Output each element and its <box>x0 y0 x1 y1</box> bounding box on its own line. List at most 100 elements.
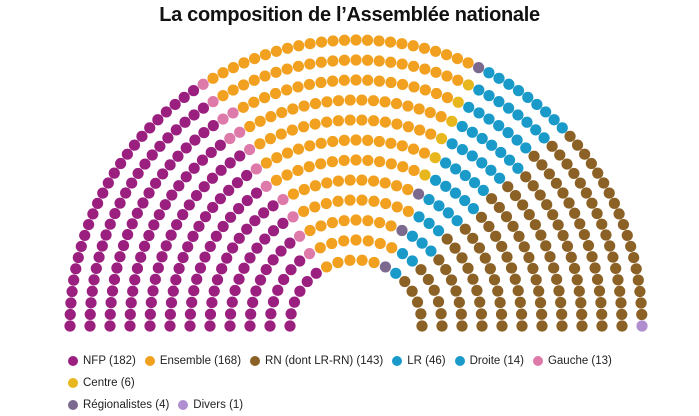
seat-nfp <box>223 184 235 197</box>
seat-nfp <box>234 150 246 162</box>
seat-ensemble <box>373 75 385 87</box>
seat-nfp <box>188 109 200 121</box>
seat-ensemble <box>326 156 338 168</box>
seat-ensemble <box>314 242 326 254</box>
seat-nfp <box>114 197 126 209</box>
seat-ensemble <box>332 195 344 207</box>
seat-nfp <box>126 177 138 189</box>
seat-rn <box>616 308 628 320</box>
seat-rn <box>553 285 565 297</box>
seat-ensemble <box>259 70 271 82</box>
seat-ensemble <box>344 114 356 126</box>
seat-ensemble <box>402 121 414 133</box>
seat-lr <box>463 101 475 113</box>
seat-ensemble <box>332 175 344 187</box>
seat-ensemble <box>265 111 277 123</box>
seat-nfp <box>238 262 250 274</box>
seat-nfp <box>156 251 168 263</box>
seat-nfp <box>143 187 155 199</box>
seat-ensemble <box>362 74 374 86</box>
seat-ensemble <box>293 40 305 52</box>
seat-regionalistes <box>473 62 485 74</box>
seat-ensemble <box>407 60 420 72</box>
seat-ensemble <box>327 135 339 148</box>
seat-gauche <box>244 143 256 156</box>
seat-ensemble <box>292 60 305 72</box>
seat-ensemble <box>344 254 356 266</box>
seat-droite <box>540 106 552 118</box>
seat-rn <box>571 139 584 151</box>
seat-centre <box>429 152 441 164</box>
seat-nfp <box>164 320 176 332</box>
seat-rn <box>459 223 471 235</box>
seat-nfp <box>214 139 226 151</box>
seat-nfp <box>285 264 297 276</box>
seat-rn <box>475 308 488 320</box>
seat-rn <box>528 150 540 162</box>
seat-droite <box>548 114 560 126</box>
seat-rn <box>473 242 485 254</box>
seat-rn <box>501 251 513 263</box>
seat-nfp <box>144 308 156 320</box>
seat-rn <box>550 177 562 189</box>
seat-ensemble <box>373 55 385 67</box>
seat-nfp <box>198 127 210 139</box>
seat-gauche <box>260 180 272 192</box>
legend-item-centre: Centre (6) <box>68 372 135 394</box>
seat-nfp <box>64 320 76 332</box>
seat-ensemble <box>271 152 283 164</box>
legend-label: Ensemble (168) <box>159 355 242 367</box>
seat-droite <box>503 154 516 166</box>
seat-ensemble <box>350 34 362 46</box>
seat-rn <box>475 211 488 223</box>
seat-rn <box>515 308 528 320</box>
seat-ensemble <box>321 177 333 189</box>
seat-rn <box>496 240 508 253</box>
seat-ensemble <box>418 147 431 159</box>
seat-gauche <box>227 107 239 119</box>
seat-rn <box>494 296 506 309</box>
seat-nfp <box>106 285 119 297</box>
seat-nfp <box>169 98 181 111</box>
seat-lr <box>423 217 435 229</box>
legend-item-ensemble: Ensemble (168) <box>144 350 242 372</box>
seat-nfp <box>84 320 96 332</box>
seat-ensemble <box>320 197 332 210</box>
seat-lr <box>466 150 478 162</box>
seat-rn <box>634 285 646 298</box>
seat-lr <box>476 157 488 169</box>
seat-rn <box>608 197 620 209</box>
seat-rn <box>455 308 467 320</box>
seat-rn <box>406 285 418 297</box>
seat-ensemble <box>362 235 374 247</box>
seat-ensemble <box>327 75 339 87</box>
seat-rn <box>607 251 619 263</box>
seat-rn <box>523 209 535 221</box>
seat-nfp <box>183 199 195 211</box>
seat-nfp <box>100 229 112 241</box>
seat-ensemble <box>281 147 294 159</box>
seat-nfp <box>179 116 191 128</box>
seat-rn <box>533 285 545 297</box>
seat-lr <box>396 248 409 260</box>
seat-rn <box>527 262 539 275</box>
seat-nfp <box>102 177 114 189</box>
seat-rn <box>415 264 427 276</box>
seat-nfp <box>137 197 149 209</box>
seat-ensemble <box>374 237 386 250</box>
seat-nfp <box>144 122 156 134</box>
seat-ensemble <box>374 156 386 168</box>
seat-gauche <box>287 211 299 223</box>
seat-rn <box>548 262 560 274</box>
seat-ensemble <box>254 138 266 150</box>
seat-droite <box>493 172 506 184</box>
seat-rn <box>593 285 606 297</box>
seat-rn <box>586 251 598 263</box>
legend-swatch <box>392 356 403 366</box>
legend-item-gauche: Gauche (13) <box>532 350 612 372</box>
seat-ensemble <box>356 94 368 106</box>
seat-ensemble <box>379 177 391 189</box>
seat-rn <box>561 158 573 170</box>
seat-nfp <box>224 320 236 332</box>
seat-ensemble <box>298 205 310 217</box>
